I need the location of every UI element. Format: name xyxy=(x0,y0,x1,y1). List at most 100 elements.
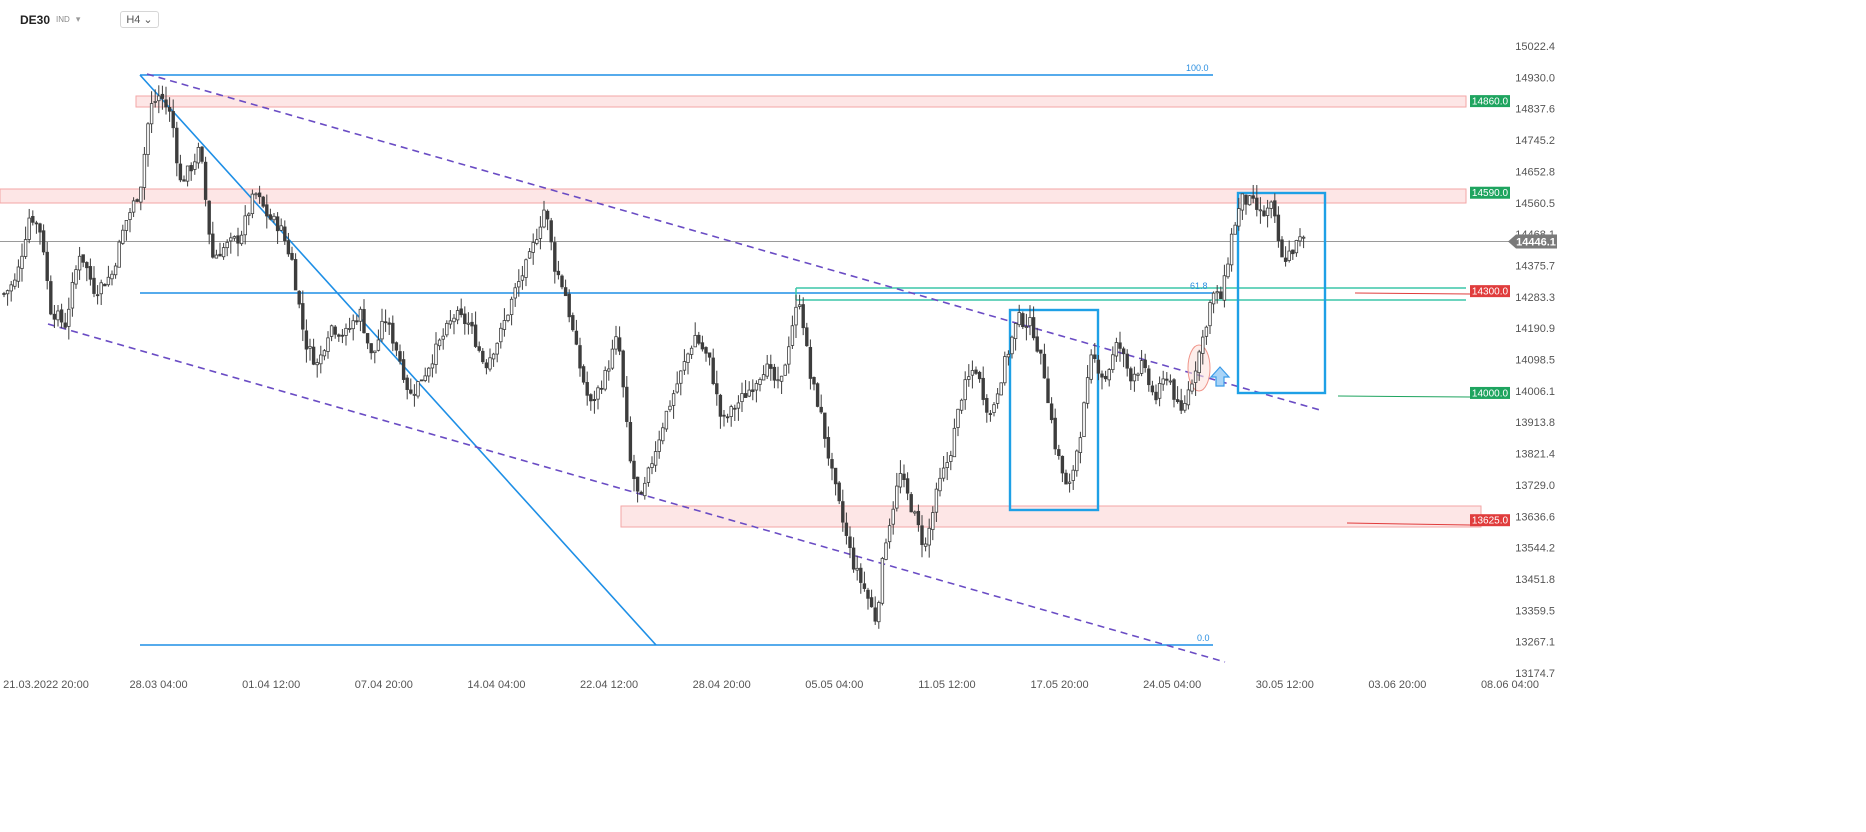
candle-body xyxy=(895,485,899,509)
candle-body xyxy=(477,346,481,351)
candle-body xyxy=(535,239,539,244)
candle-body xyxy=(506,314,510,321)
candle-body xyxy=(859,567,863,583)
candle-body xyxy=(34,222,39,225)
candle-body xyxy=(49,281,53,315)
candle-body xyxy=(761,374,766,381)
candle-body xyxy=(1175,399,1180,403)
candle-body xyxy=(823,412,827,439)
candle-body xyxy=(625,386,629,422)
candle-body xyxy=(801,304,805,329)
candle-body xyxy=(877,602,881,623)
candle-body xyxy=(261,196,265,207)
candle-body xyxy=(855,567,859,571)
price-tag-bg xyxy=(1470,186,1510,199)
y-tick-label: 14190.9 xyxy=(1515,323,1555,335)
candle-body xyxy=(1165,378,1169,381)
candle-body xyxy=(236,235,240,244)
candle-body xyxy=(607,368,611,372)
candle-body xyxy=(963,379,967,401)
symbol-dropdown-chevron-icon[interactable]: ▾ xyxy=(75,14,81,24)
candle-body xyxy=(430,363,435,369)
timeframe-selector[interactable]: H4 ⌄ xyxy=(120,11,159,28)
candle-body xyxy=(1053,417,1057,450)
candle-body xyxy=(758,379,762,385)
candle-body xyxy=(283,226,287,242)
candle-body xyxy=(826,437,831,459)
candle-body xyxy=(1003,356,1007,384)
price-tag-label: 14860.0 xyxy=(1472,97,1509,108)
candle-body xyxy=(517,281,521,288)
candle-body xyxy=(171,111,175,129)
candle-body xyxy=(56,310,60,321)
candle-body xyxy=(725,416,730,419)
candle-body xyxy=(603,370,607,390)
candle-body xyxy=(481,350,485,363)
candle-body xyxy=(203,161,208,200)
candle-body xyxy=(185,165,190,182)
candle-body xyxy=(499,327,503,343)
candle-body xyxy=(175,127,179,164)
candle-body xyxy=(1118,342,1122,349)
price-tag-bg xyxy=(1470,285,1510,298)
candle-body xyxy=(315,362,319,366)
candle-body xyxy=(1291,249,1295,255)
candle-body xyxy=(470,321,474,327)
candle-body xyxy=(214,254,219,259)
candle-body xyxy=(373,350,377,354)
y-tick-label: 14652.8 xyxy=(1515,166,1555,178)
candle-body xyxy=(1103,375,1108,380)
candle-body xyxy=(1039,349,1043,354)
candle-body xyxy=(1179,400,1183,411)
x-tick-label: 17.05 20:00 xyxy=(1030,679,1088,691)
candle-body xyxy=(211,233,215,258)
candle-body xyxy=(668,405,672,411)
candle-body xyxy=(639,491,643,495)
candle-body xyxy=(646,467,651,483)
candle-body xyxy=(31,216,35,223)
candle-body xyxy=(412,393,417,396)
candle-body xyxy=(225,241,229,249)
candle-body xyxy=(931,512,935,531)
candle-body xyxy=(808,346,813,379)
candle-body xyxy=(905,478,910,494)
candle-body xyxy=(898,473,903,488)
candle-body xyxy=(841,501,845,523)
candle-body xyxy=(985,397,989,413)
candle-body xyxy=(974,369,978,374)
candle-body xyxy=(275,216,280,232)
candle-body xyxy=(419,379,424,382)
candle-body xyxy=(1071,469,1075,481)
candle-body xyxy=(1006,353,1011,358)
candle-body xyxy=(884,542,888,560)
x-tick-label: 03.06 20:00 xyxy=(1368,679,1426,691)
candle-body xyxy=(1078,437,1083,453)
candle-body xyxy=(769,364,773,369)
candle-body xyxy=(1125,353,1129,369)
candle-body xyxy=(329,325,334,337)
symbol-label[interactable]: DE30 xyxy=(20,12,51,27)
candle-body xyxy=(1049,403,1054,421)
candle-body xyxy=(567,293,571,318)
candle-body xyxy=(1287,250,1291,261)
candle-body xyxy=(617,337,622,352)
candle-body xyxy=(736,402,741,409)
candle-body xyxy=(952,427,957,458)
candle-body xyxy=(812,377,816,385)
candle-body xyxy=(311,346,316,365)
candle-body xyxy=(1031,317,1036,339)
candle-body xyxy=(1244,194,1248,205)
current-price-tag xyxy=(1508,234,1557,249)
candle-body xyxy=(1258,209,1263,212)
candle-body xyxy=(610,348,615,369)
candle-body xyxy=(873,607,877,622)
candle-body xyxy=(193,161,197,170)
candle-body xyxy=(1089,354,1093,380)
candle-body xyxy=(117,241,121,268)
candle-body xyxy=(1219,291,1223,300)
y-tick-label: 13544.2 xyxy=(1515,543,1555,555)
candle-body xyxy=(308,346,312,349)
candle-body xyxy=(250,193,255,215)
candle-body xyxy=(833,467,838,485)
